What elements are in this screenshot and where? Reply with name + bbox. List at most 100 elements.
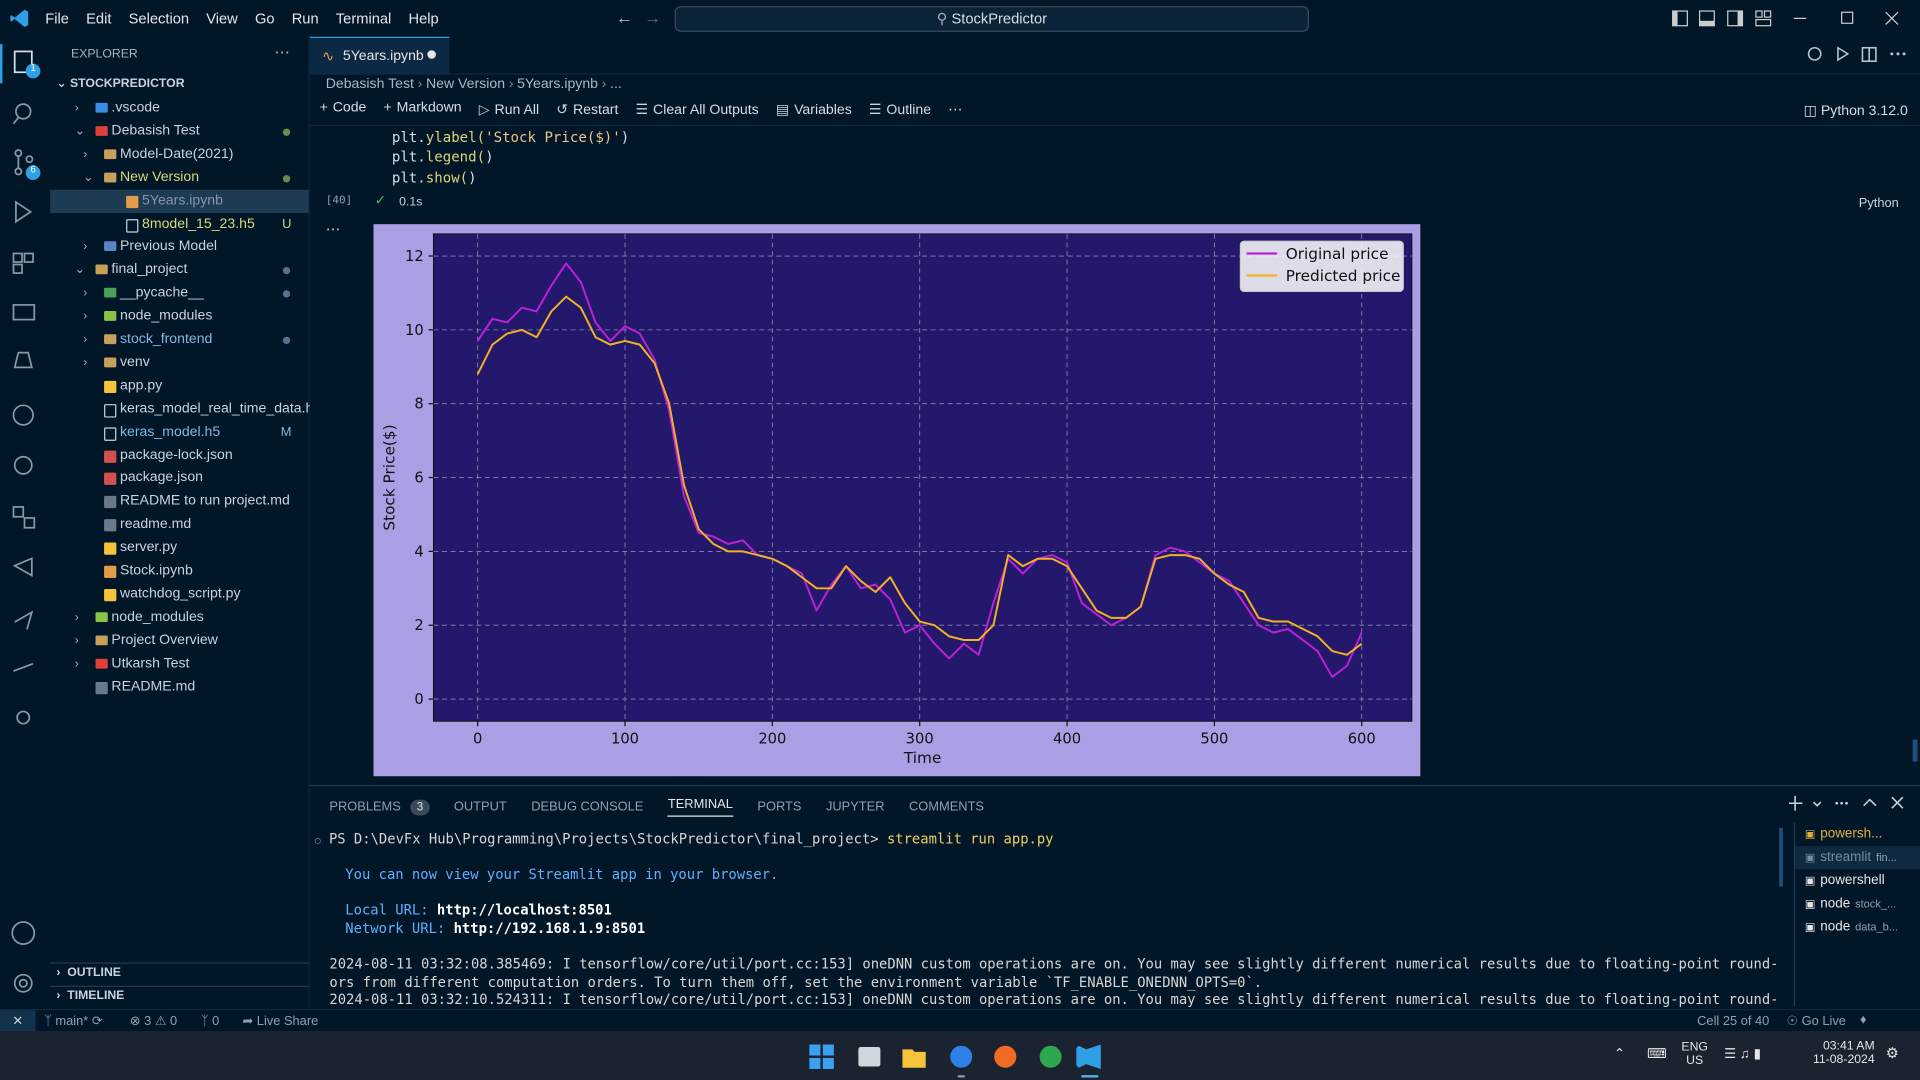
tree-row[interactable]: › Model-Date(2021) bbox=[50, 143, 308, 166]
tree-row[interactable]: › node_modules bbox=[50, 305, 308, 328]
tree-row[interactable]: › Utkarsh Test bbox=[50, 652, 308, 675]
terminal-entry[interactable]: ▣ node data_b... bbox=[1795, 916, 1920, 939]
tree-row[interactable]: README.md bbox=[50, 675, 308, 698]
cell-position[interactable]: Cell 25 of 40 bbox=[1697, 1013, 1770, 1029]
nav-back[interactable]: ← bbox=[615, 7, 634, 27]
explorer-more[interactable]: ⋯ bbox=[274, 42, 291, 62]
terminal-detail: data_b... bbox=[1855, 920, 1898, 934]
tree-row[interactable]: package-lock.json bbox=[50, 444, 308, 467]
tree-row[interactable]: 5Years.ipynb bbox=[50, 189, 309, 213]
timeline-section[interactable]: › TIMELINE bbox=[56, 989, 125, 1003]
menu-item[interactable]: Terminal bbox=[335, 9, 392, 27]
tree-row[interactable]: keras_model_real_time_data.h5 bbox=[50, 398, 321, 421]
tree-label: venv bbox=[120, 354, 150, 370]
toolbar-button[interactable]: ☰ Clear All Outputs bbox=[636, 100, 759, 118]
live-share-item[interactable]: ➦ Live Share bbox=[242, 1013, 319, 1029]
menu-item[interactable]: Edit bbox=[86, 9, 112, 27]
tree-label: final_project bbox=[111, 262, 188, 278]
menu-item[interactable]: Go bbox=[254, 9, 275, 27]
tree-row[interactable]: 8model_15_23.h5 U bbox=[50, 212, 308, 235]
tree-row[interactable]: › Previous Model bbox=[50, 236, 308, 259]
panel-tab[interactable]: PORTS bbox=[757, 799, 802, 815]
y-tick-label: 10 bbox=[405, 322, 424, 339]
notifications[interactable]: ♦ bbox=[1860, 1012, 1867, 1028]
tree-row[interactable]: package.json bbox=[50, 467, 308, 490]
status-bar: ✕ ᛉ main* ⟳ ⊗ 3 ⚠ 0 ᛉ 0 ➦ Live Share Cel… bbox=[0, 1008, 1920, 1033]
toolbar-button[interactable]: + Markdown bbox=[384, 100, 462, 117]
breadcrumb[interactable]: Debasish Test bbox=[325, 77, 414, 92]
command-center[interactable]: ⚲ StockPredictor bbox=[674, 6, 1309, 32]
tree-label: readme.md bbox=[120, 516, 192, 532]
nav-forward[interactable]: → bbox=[644, 7, 662, 27]
tree-row[interactable]: watchdog_script.py bbox=[50, 583, 308, 606]
toolbar-button[interactable]: ▤ Variables bbox=[776, 100, 852, 118]
panel-tab[interactable]: DEBUG CONSOLE bbox=[531, 799, 644, 815]
explorer-root[interactable]: ⌄ STOCKPREDICTOR bbox=[56, 77, 185, 91]
tree-row[interactable]: ⌄ final_project bbox=[50, 259, 308, 282]
terminal-entry[interactable]: ▣ powersh... bbox=[1795, 823, 1920, 846]
tree-row[interactable]: app.py bbox=[50, 374, 308, 397]
breadcrumb[interactable]: ... bbox=[610, 77, 622, 92]
tree-row[interactable]: keras_model.h5 M bbox=[50, 421, 308, 444]
panel-tab[interactable]: PROBLEMS bbox=[329, 799, 401, 815]
menu-item[interactable]: Help bbox=[408, 9, 439, 27]
tree-row[interactable]: › stock_frontend bbox=[50, 328, 308, 351]
breadcrumb[interactable]: 5Years.ipynb bbox=[517, 77, 598, 92]
tree-row[interactable]: readme.md bbox=[50, 513, 308, 536]
panel-tab[interactable]: JUPYTER bbox=[825, 799, 885, 815]
tray-keyboard[interactable]: ⌨ bbox=[1646, 1046, 1667, 1062]
notification-center[interactable]: ⚙ bbox=[1885, 1044, 1899, 1062]
tree-row[interactable]: server.py bbox=[50, 536, 308, 559]
outline-section[interactable]: › OUTLINE bbox=[56, 966, 121, 980]
tree-row[interactable]: › __pycache__ bbox=[50, 282, 308, 305]
network-url[interactable]: http://192.168.1.9:8501 bbox=[453, 920, 646, 937]
kernel-picker[interactable]: ◫ Python 3.12.0 bbox=[1803, 104, 1908, 119]
menu-item[interactable]: Run bbox=[291, 9, 319, 27]
file-icon bbox=[104, 426, 117, 441]
panel-tab[interactable]: TERMINAL bbox=[667, 797, 733, 817]
tray-overflow[interactable]: ⌃ bbox=[1613, 1046, 1626, 1062]
menu-item[interactable]: View bbox=[206, 9, 238, 27]
tree-row[interactable]: › venv bbox=[50, 351, 308, 374]
tree-row[interactable]: README to run project.md bbox=[50, 490, 308, 513]
tree-row[interactable]: › .vscode bbox=[50, 97, 308, 120]
toolbar-button[interactable]: ↺ Restart bbox=[556, 100, 618, 118]
panel-tab[interactable]: OUTPUT bbox=[453, 799, 507, 815]
cell-language[interactable]: Python bbox=[1858, 195, 1899, 211]
tree-row[interactable]: ⌄ Debasish Test bbox=[50, 120, 308, 143]
tree-row[interactable]: Stock.ipynb bbox=[50, 560, 308, 583]
toolbar-button[interactable]: ▷ Run All bbox=[478, 100, 539, 118]
y-tick-label: 2 bbox=[414, 617, 423, 634]
terminal-entry[interactable]: ▣ node stock_... bbox=[1795, 893, 1920, 916]
panel-tab[interactable]: COMMENTS bbox=[909, 799, 985, 815]
terminal-entry[interactable]: ▣ powershell bbox=[1795, 869, 1920, 892]
toolbar-icon: ☰ bbox=[868, 102, 882, 118]
problems-item[interactable]: ⊗ 3 ⚠ 0 bbox=[129, 1013, 178, 1029]
toolbar-button[interactable]: + Code bbox=[320, 100, 367, 117]
toolbar-more[interactable]: ⋯ bbox=[948, 102, 963, 118]
tree-row[interactable]: › Project Overview bbox=[50, 629, 308, 652]
toolbar-button[interactable]: ☰ Outline bbox=[868, 100, 931, 118]
input-language[interactable]: ENG US bbox=[1680, 1041, 1709, 1068]
editor-tab[interactable]: ∿ 5Years.ipynb bbox=[309, 36, 450, 75]
clock[interactable]: 03:41 AM 11-08-2024 bbox=[1807, 1040, 1875, 1067]
tray-status[interactable]: ☰ ♫ ▮ bbox=[1724, 1046, 1762, 1062]
breadcrumb[interactable]: New Version bbox=[425, 77, 506, 92]
tree-row[interactable]: › node_modules bbox=[50, 606, 308, 629]
ports-item[interactable]: ᛉ 0 bbox=[200, 1013, 220, 1029]
network-url-line: Network URL: http://192.168.1.9:8501 bbox=[345, 921, 645, 937]
menu-item[interactable]: Selection bbox=[128, 9, 190, 27]
branch-item[interactable]: ᛉ main* ⟳ bbox=[44, 1013, 103, 1029]
menu-item[interactable]: File bbox=[45, 9, 69, 27]
go-live-item[interactable]: ☉ Go Live bbox=[1786, 1013, 1846, 1029]
tab-label: 5Years.ipynb bbox=[342, 48, 424, 64]
local-url[interactable]: http://localhost:8501 bbox=[436, 902, 612, 919]
remote-button[interactable]: ✕ bbox=[0, 1010, 36, 1033]
tree-row[interactable]: ⌄ New Version bbox=[50, 166, 308, 189]
legend-label: Predicted price bbox=[1286, 267, 1401, 285]
terminal-entry[interactable]: ▣ streamlit fin... bbox=[1795, 846, 1920, 870]
toolbar-icon: ▷ bbox=[478, 102, 490, 118]
execution-count: [40] bbox=[325, 194, 353, 207]
output-more[interactable]: ⋯ bbox=[325, 220, 341, 238]
